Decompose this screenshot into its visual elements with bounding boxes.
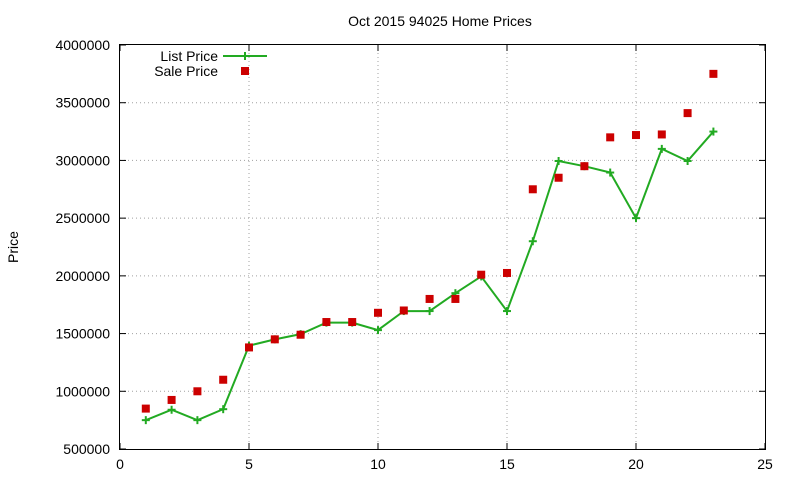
sale-price-point [167, 395, 176, 404]
sale-price-point [348, 318, 357, 327]
x-tick-label: 25 [757, 456, 773, 472]
y-tick-label: 1000000 [55, 383, 110, 399]
axes: 0 5 10 15 20 25 500000 1000000 1500000 2000000 250… [55, 37, 773, 472]
list-price-point [425, 307, 434, 316]
x-tick-label: 0 [116, 456, 124, 472]
legend-label-list-price: List Price [160, 48, 218, 64]
sale-price-point [399, 306, 408, 315]
list-price-point [632, 214, 640, 223]
y-tick-label: 3000000 [55, 152, 110, 168]
sale-price-point [451, 294, 460, 303]
list-price-point [606, 168, 615, 177]
legend-marker-list-price [241, 52, 249, 60]
sale-price-point [503, 268, 511, 277]
list-price-point [374, 326, 382, 335]
list-price-point [141, 416, 150, 425]
sale-price-point [632, 131, 640, 140]
x-tick-label: 20 [628, 456, 644, 472]
y-axis-label: Price [5, 231, 21, 263]
y-tick-label: 4000000 [55, 37, 110, 53]
x-tick-label: 15 [499, 456, 515, 472]
y-tick-label: 500000 [63, 441, 110, 457]
sale-price-point [580, 162, 589, 171]
sale-price-point [528, 185, 537, 194]
x-tick-label: 10 [370, 456, 386, 472]
sale-price-point [606, 133, 615, 142]
list-price-point [219, 405, 228, 414]
legend-swatch-sale-price [241, 67, 249, 75]
list-price-point [503, 307, 511, 316]
sale-price-point [219, 375, 228, 384]
data-series [141, 69, 718, 425]
sale-price-point [554, 173, 563, 182]
sale-price-point [683, 109, 692, 118]
chart-title: Oct 2015 94025 Home Prices [348, 13, 532, 29]
y-tick-label: 2500000 [55, 210, 110, 226]
list-price-point [554, 157, 563, 166]
sale-price-point [477, 270, 486, 279]
list-price-point [657, 144, 666, 153]
y-tick-label: 2000000 [55, 268, 110, 284]
sale-price-point [709, 69, 718, 78]
legend-label-sale-price: Sale Price [154, 63, 218, 79]
sale-price-point [141, 404, 150, 413]
list-price-point [167, 405, 176, 414]
sale-price-point [322, 318, 331, 327]
sale-price-point [245, 343, 253, 352]
sale-price-point [374, 308, 382, 317]
sale-price-point [425, 294, 434, 303]
sale-price-point [270, 335, 279, 344]
y-tick-label: 1500000 [55, 326, 110, 342]
legend: List Price Sale Price [154, 48, 267, 79]
list-price-point [193, 416, 202, 425]
y-tick-label: 3500000 [55, 95, 110, 111]
plot-frame [119, 44, 766, 450]
sale-price-point [657, 130, 666, 139]
x-tick-label: 5 [245, 456, 253, 472]
sale-price-point [193, 387, 202, 396]
list-price-point [528, 237, 537, 246]
sale-price-point [296, 330, 305, 339]
legend-cross [241, 52, 249, 60]
list-price-point [709, 127, 718, 136]
grid-lines [120, 45, 765, 449]
list-price-point [683, 157, 692, 166]
